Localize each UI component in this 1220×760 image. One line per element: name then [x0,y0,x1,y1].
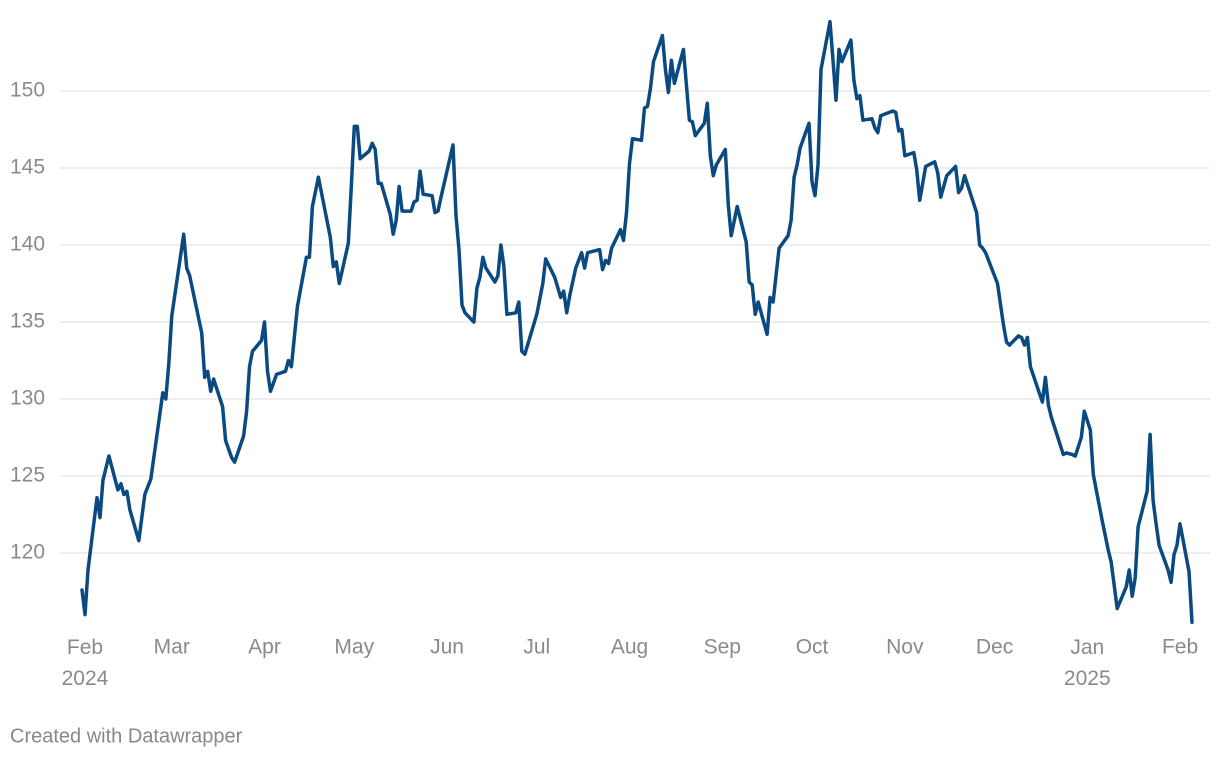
y-tick-label: 135 [10,310,45,333]
y-tick-label: 140 [10,233,45,256]
x-tick-label: Feb [1162,636,1198,659]
x-tick-label: Oct [796,636,829,659]
x-tick-label: Jul [523,636,550,659]
x-tick-label: Dec [976,636,1013,659]
x-tick-label: Aug [611,636,648,659]
footer: Created with Datawrapper [10,725,243,747]
price-line [80,19,1194,625]
x-tick-label: Nov [886,636,924,659]
y-tick-label: 120 [10,541,45,564]
y-tick-label: 130 [10,387,45,410]
y-tick-label: 145 [10,156,45,179]
x-tick-label: Feb 2024 [62,636,109,690]
y-tick-label: 125 [10,464,45,487]
x-tick-label: Sep [704,636,741,659]
x-tick-label: Mar [154,636,190,659]
x-tick-label: May [334,636,374,659]
y-tick-label: 150 [10,79,45,102]
x-tick-label: Jun [430,636,464,659]
x-tick-label: Apr [248,636,281,659]
x-tick-label: Jan 2025 [1064,636,1111,690]
